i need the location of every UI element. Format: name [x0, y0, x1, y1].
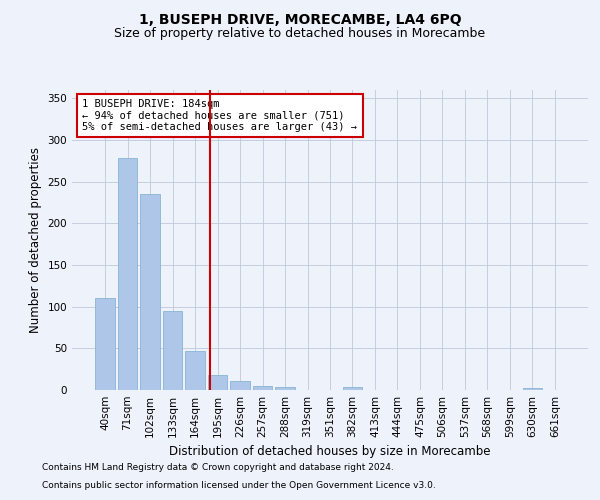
- Y-axis label: Number of detached properties: Number of detached properties: [29, 147, 42, 333]
- Bar: [163, 311, 182, 390]
- Bar: [523, 388, 542, 390]
- Text: Contains HM Land Registry data © Crown copyright and database right 2024.: Contains HM Land Registry data © Crown c…: [42, 464, 394, 472]
- Bar: [208, 375, 227, 390]
- Text: 1 BUSEPH DRIVE: 184sqm
← 94% of detached houses are smaller (751)
5% of semi-det: 1 BUSEPH DRIVE: 184sqm ← 94% of detached…: [82, 99, 358, 132]
- Bar: [140, 194, 160, 390]
- Bar: [275, 386, 295, 390]
- Text: Contains public sector information licensed under the Open Government Licence v3: Contains public sector information licen…: [42, 481, 436, 490]
- Bar: [230, 381, 250, 390]
- Bar: [185, 351, 205, 390]
- Text: Size of property relative to detached houses in Morecambe: Size of property relative to detached ho…: [115, 28, 485, 40]
- X-axis label: Distribution of detached houses by size in Morecambe: Distribution of detached houses by size …: [169, 446, 491, 458]
- Bar: [343, 386, 362, 390]
- Bar: [253, 386, 272, 390]
- Bar: [118, 158, 137, 390]
- Bar: [95, 298, 115, 390]
- Text: 1, BUSEPH DRIVE, MORECAMBE, LA4 6PQ: 1, BUSEPH DRIVE, MORECAMBE, LA4 6PQ: [139, 12, 461, 26]
